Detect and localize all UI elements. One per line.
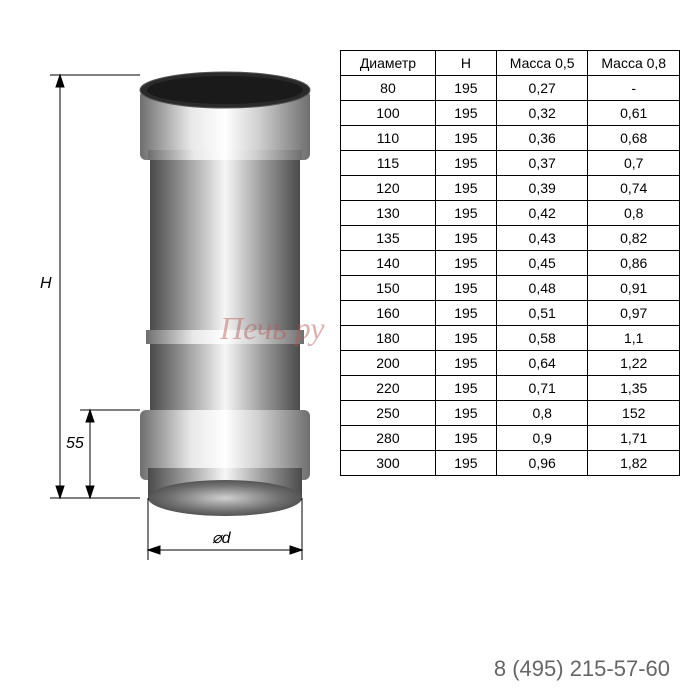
table-cell: 0,43 xyxy=(496,226,588,251)
table-cell: 140 xyxy=(341,251,436,276)
table-cell: 160 xyxy=(341,301,436,326)
table-cell: 0,8 xyxy=(588,201,680,226)
diameter-label: ⌀d xyxy=(212,528,231,548)
table-row: 1601950,510,97 xyxy=(341,301,680,326)
table-row: 1301950,420,8 xyxy=(341,201,680,226)
table-row: 2801950,91,71 xyxy=(341,426,680,451)
table-cell: 0,8 xyxy=(496,401,588,426)
table-cell: 0,27 xyxy=(496,76,588,101)
table-cell: 0,71 xyxy=(496,376,588,401)
phone-number: 8 (495) 215-57-60 xyxy=(494,656,670,682)
col-header: Масса 0,8 xyxy=(588,51,680,76)
table-cell: 1,1 xyxy=(588,326,680,351)
table-cell: 195 xyxy=(435,376,496,401)
col-header: Масса 0,5 xyxy=(496,51,588,76)
table-cell: 195 xyxy=(435,226,496,251)
table-cell: 80 xyxy=(341,76,436,101)
table-cell: 152 xyxy=(588,401,680,426)
table-cell: 0,61 xyxy=(588,101,680,126)
table-cell: 120 xyxy=(341,176,436,201)
table-cell: 1,22 xyxy=(588,351,680,376)
table-cell: 0,96 xyxy=(496,451,588,476)
table-cell: 195 xyxy=(435,201,496,226)
table-row: 3001950,961,82 xyxy=(341,451,680,476)
table-cell: 200 xyxy=(341,351,436,376)
table-row: 2201950,711,35 xyxy=(341,376,680,401)
table-cell: 0,9 xyxy=(496,426,588,451)
table-cell: 0,37 xyxy=(496,151,588,176)
table-cell: 0,39 xyxy=(496,176,588,201)
table-row: 1001950,320,61 xyxy=(341,101,680,126)
specs-table-container: ДиаметрHМасса 0,5Масса 0,8 801950,27-100… xyxy=(340,30,680,600)
table-cell: 0,58 xyxy=(496,326,588,351)
table-row: 801950,27- xyxy=(341,76,680,101)
table-row: 1201950,390,74 xyxy=(341,176,680,201)
table-cell: 195 xyxy=(435,151,496,176)
col-header: H xyxy=(435,51,496,76)
table-cell: 195 xyxy=(435,351,496,376)
table-row: 1501950,480,91 xyxy=(341,276,680,301)
table-cell: 195 xyxy=(435,176,496,201)
table-cell: 100 xyxy=(341,101,436,126)
table-cell: 0,97 xyxy=(588,301,680,326)
table-cell: 0,7 xyxy=(588,151,680,176)
table-cell: 195 xyxy=(435,451,496,476)
table-row: 1151950,370,7 xyxy=(341,151,680,176)
col-header: Диаметр xyxy=(341,51,436,76)
height-label: H xyxy=(40,275,52,293)
table-cell: 300 xyxy=(341,451,436,476)
table-cell: 195 xyxy=(435,76,496,101)
table-cell: 195 xyxy=(435,276,496,301)
table-cell: 195 xyxy=(435,101,496,126)
table-cell: 195 xyxy=(435,426,496,451)
table-cell: 0,42 xyxy=(496,201,588,226)
table-cell: - xyxy=(588,76,680,101)
table-cell: 130 xyxy=(341,201,436,226)
table-cell: 150 xyxy=(341,276,436,301)
table-cell: 195 xyxy=(435,251,496,276)
table-cell: 0,91 xyxy=(588,276,680,301)
table-cell: 110 xyxy=(341,126,436,151)
table-cell: 180 xyxy=(341,326,436,351)
table-cell: 0,36 xyxy=(496,126,588,151)
table-row: 2501950,8152 xyxy=(341,401,680,426)
table-cell: 0,86 xyxy=(588,251,680,276)
table-cell: 0,45 xyxy=(496,251,588,276)
specs-table: ДиаметрHМасса 0,5Масса 0,8 801950,27-100… xyxy=(340,50,680,476)
table-row: 1401950,450,86 xyxy=(341,251,680,276)
table-cell: 135 xyxy=(341,226,436,251)
table-cell: 115 xyxy=(341,151,436,176)
table-row: 2001950,641,22 xyxy=(341,351,680,376)
table-cell: 195 xyxy=(435,301,496,326)
table-cell: 195 xyxy=(435,401,496,426)
table-cell: 0,32 xyxy=(496,101,588,126)
table-cell: 0,48 xyxy=(496,276,588,301)
table-cell: 250 xyxy=(341,401,436,426)
table-row: 1101950,360,68 xyxy=(341,126,680,151)
lower-dim-label: 55 xyxy=(66,435,84,453)
table-cell: 195 xyxy=(435,326,496,351)
table-row: 1801950,581,1 xyxy=(341,326,680,351)
table-cell: 195 xyxy=(435,126,496,151)
table-cell: 280 xyxy=(341,426,436,451)
table-cell: 220 xyxy=(341,376,436,401)
pipe-dimension-diagram: H 55 ⌀d xyxy=(20,30,330,600)
table-cell: 1,71 xyxy=(588,426,680,451)
table-cell: 0,64 xyxy=(496,351,588,376)
table-cell: 0,74 xyxy=(588,176,680,201)
table-cell: 0,51 xyxy=(496,301,588,326)
table-cell: 0,82 xyxy=(588,226,680,251)
table-row: 1351950,430,82 xyxy=(341,226,680,251)
table-cell: 1,82 xyxy=(588,451,680,476)
table-cell: 0,68 xyxy=(588,126,680,151)
table-cell: 1,35 xyxy=(588,376,680,401)
